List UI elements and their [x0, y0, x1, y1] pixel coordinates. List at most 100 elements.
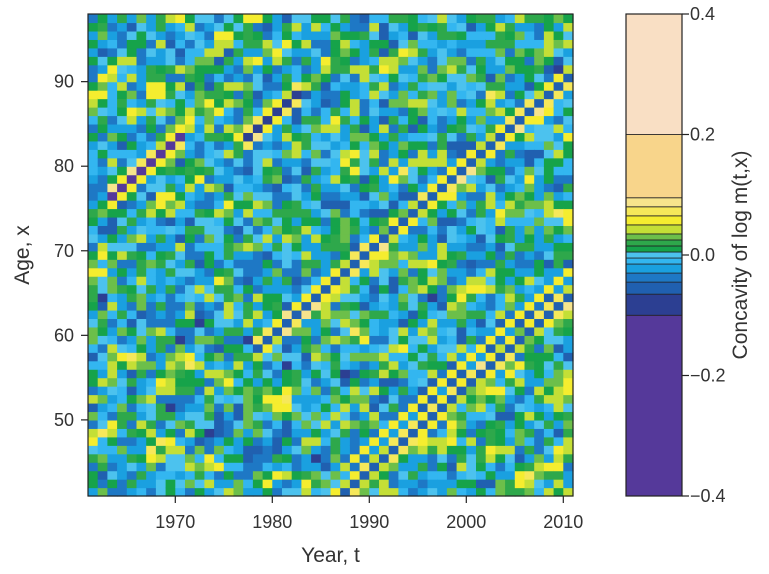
- heatmap-cell: [476, 428, 487, 438]
- heatmap-cell: [485, 90, 496, 100]
- heatmap-cell: [543, 157, 555, 167]
- heatmap-cell: [505, 326, 516, 336]
- heatmap-cell: [408, 377, 419, 387]
- colorbar-segment: [625, 281, 683, 295]
- heatmap-cell: [126, 470, 138, 480]
- heatmap-cell: [398, 123, 409, 133]
- heatmap-cell: [505, 166, 516, 176]
- heatmap-cell: [340, 369, 351, 379]
- heatmap-cell: [505, 318, 516, 328]
- heatmap-cell: [320, 233, 332, 243]
- heatmap-cell: [417, 149, 429, 159]
- heatmap-cell: [185, 166, 196, 176]
- heatmap-cell: [243, 81, 254, 91]
- heatmap-cell: [408, 419, 419, 429]
- heatmap-cell: [175, 436, 186, 446]
- heatmap-cell: [524, 445, 535, 455]
- heatmap-cell: [214, 479, 225, 489]
- heatmap-cell: [185, 22, 196, 32]
- heatmap-cell: [126, 157, 138, 167]
- heatmap-cell: [185, 73, 196, 83]
- heatmap-cell: [97, 56, 108, 66]
- heatmap-cell: [437, 394, 448, 404]
- heatmap-cell: [282, 487, 293, 497]
- heatmap-cell: [243, 402, 254, 413]
- heatmap-cell: [349, 445, 361, 455]
- heatmap-cell: [553, 453, 564, 463]
- heatmap-cell: [126, 369, 138, 379]
- heatmap-cell: [243, 301, 254, 311]
- heatmap-cell: [223, 377, 235, 387]
- heatmap-cell: [495, 284, 506, 294]
- heatmap-cell: [543, 462, 555, 472]
- heatmap-cell: [155, 107, 167, 117]
- heatmap-cell: [311, 267, 322, 277]
- heatmap-cell: [543, 411, 555, 421]
- heatmap-cell: [136, 183, 147, 193]
- heatmap-cell: [155, 225, 167, 235]
- heatmap-cell: [243, 14, 254, 24]
- heatmap-cell: [408, 90, 419, 100]
- heatmap-cell: [175, 39, 186, 49]
- heatmap-cell: [233, 157, 244, 167]
- heatmap-cell: [301, 56, 312, 66]
- heatmap-cell: [485, 453, 496, 463]
- heatmap-cell: [204, 259, 215, 269]
- heatmap-cell: [291, 335, 302, 345]
- heatmap-cell: [553, 81, 564, 91]
- heatmap-cell: [349, 233, 361, 243]
- heatmap-cell: [214, 436, 225, 446]
- heatmap-cell: [233, 132, 244, 142]
- heatmap-cell: [282, 276, 293, 286]
- heatmap-cell: [97, 242, 108, 252]
- heatmap-cell: [495, 276, 506, 286]
- heatmap-cell: [233, 107, 244, 117]
- heatmap-cell: [514, 191, 526, 201]
- heatmap-cell: [427, 22, 438, 32]
- heatmap-cell: [466, 149, 477, 159]
- heatmap-cell: [427, 301, 438, 311]
- heatmap-cell: [437, 284, 448, 294]
- heatmap-cell: [272, 200, 283, 210]
- heatmap-cell: [97, 107, 108, 117]
- heatmap-cell: [146, 326, 157, 336]
- heatmap-cell: [524, 132, 535, 142]
- heatmap-cell: [388, 216, 399, 227]
- heatmap-cell: [408, 166, 419, 176]
- heatmap-cell: [165, 318, 176, 328]
- heatmap-cell: [223, 242, 235, 252]
- heatmap-cell: [146, 56, 157, 66]
- heatmap-cell: [563, 140, 574, 150]
- heatmap-cell: [185, 81, 196, 91]
- heatmap-cell: [485, 479, 496, 489]
- heatmap-cell: [446, 123, 458, 133]
- heatmap-cell: [223, 284, 235, 294]
- heatmap-cell: [291, 132, 302, 142]
- heatmap-cell: [136, 216, 147, 227]
- heatmap-cell: [97, 132, 108, 142]
- heatmap-cell: [97, 335, 108, 345]
- heatmap-cell: [466, 30, 477, 40]
- heatmap-cell: [204, 107, 215, 117]
- heatmap-cell: [155, 166, 167, 176]
- heatmap-cell: [505, 107, 516, 117]
- heatmap-cell: [398, 479, 409, 489]
- heatmap-cell: [262, 428, 273, 438]
- heatmap-cell: [388, 293, 399, 303]
- heatmap-cell: [349, 90, 361, 100]
- heatmap-cell: [417, 22, 429, 32]
- heatmap-cell: [175, 428, 186, 438]
- heatmap-cell: [476, 157, 487, 167]
- heatmap-cell: [514, 115, 526, 125]
- heatmap-cell: [262, 343, 273, 353]
- heatmap-cell: [563, 487, 574, 497]
- heatmap-cell: [194, 81, 205, 91]
- heatmap-cell: [194, 208, 205, 218]
- heatmap-cell: [369, 216, 380, 227]
- heatmap-cell: [252, 445, 264, 455]
- heatmap-cell: [97, 47, 108, 57]
- heatmap-cell: [282, 73, 293, 83]
- heatmap-cell: [534, 208, 545, 218]
- heatmap-cell: [543, 225, 555, 235]
- heatmap-cell: [282, 81, 293, 91]
